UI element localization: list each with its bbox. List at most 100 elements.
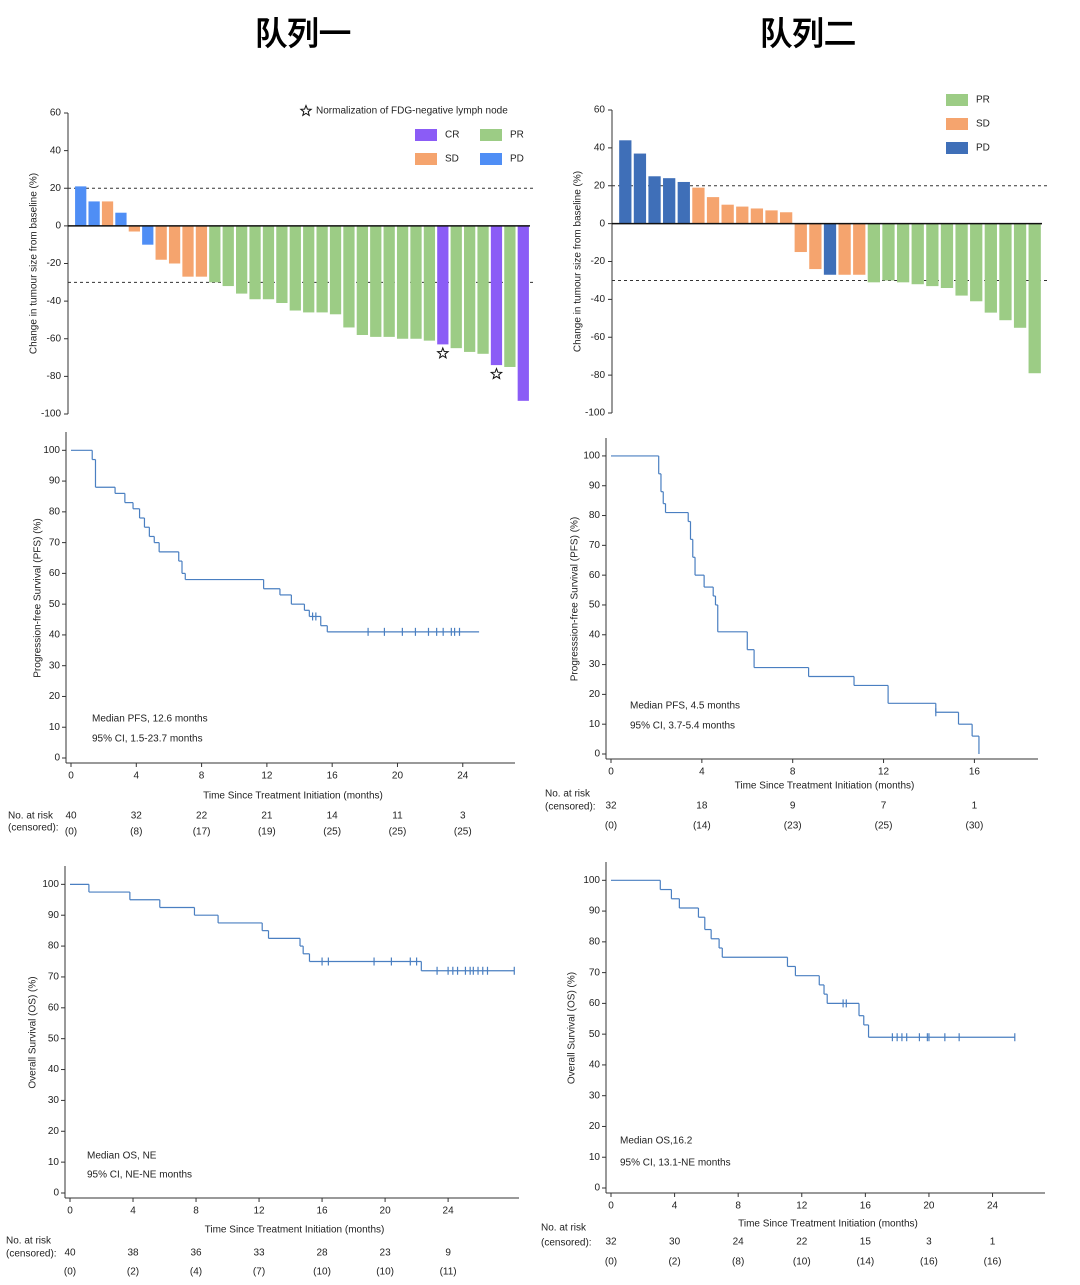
bar [736,206,749,224]
legend-label: PD [510,154,524,165]
bar [970,223,983,302]
at-risk: 7 [881,801,887,812]
bar [633,153,647,224]
bar [955,223,968,296]
at-risk: 24 [733,1237,745,1248]
y-tick-label: 20 [50,183,62,194]
at-risk: 9 [445,1248,451,1259]
y-tick-label: -100 [585,408,605,419]
y-tick-label: -40 [591,294,606,305]
bar [209,225,221,283]
y-tick-label: 60 [589,570,601,581]
star-legend-label: Normalization of FDG-negative lymph node [316,106,508,117]
annotation: 95% CI, NE-NE months [87,1170,192,1181]
x-tick-label: 0 [67,1206,73,1217]
bar [75,186,87,226]
y-tick-label: -80 [47,371,62,382]
at-risk: 3 [926,1237,932,1248]
at-risk: 1 [972,801,978,812]
at-risk: 40 [64,1248,76,1259]
x-tick-label: 4 [672,1201,678,1212]
y-tick-label: 40 [49,630,61,641]
y-tick-label: 0 [53,1188,59,1199]
bar [984,223,997,313]
censored-count: (10) [793,1257,811,1268]
y-tick-label: -80 [591,370,606,381]
censored-count: (14) [856,1257,874,1268]
censored-count: (2) [668,1257,680,1268]
y-tick-label: 60 [48,1002,60,1013]
bar [882,223,895,281]
y-tick-label: 30 [589,1090,601,1101]
at-risk: 22 [196,811,208,822]
bar [329,225,342,315]
bar [663,178,676,224]
censored-count: (25) [875,821,893,832]
bar [809,223,822,270]
x-tick-label: 20 [380,1206,392,1217]
bar [423,225,436,341]
annotation: 95% CI, 3.7-5.4 months [630,721,735,732]
at-risk: 32 [131,811,143,822]
bar [838,223,851,275]
at-risk: 32 [605,1237,617,1248]
y-tick-label: -20 [47,258,62,269]
bar [437,225,449,345]
bar [303,225,315,313]
y-tick-label: 80 [589,936,601,947]
legend-label: PR [976,95,990,106]
bar [356,225,368,335]
y-tick-label: 40 [594,143,606,154]
y-tick-label: -40 [47,296,62,307]
bar [450,225,462,349]
bar [765,210,778,224]
legend-swatch [415,153,437,165]
risk-label: No. at risk [541,1223,587,1234]
bar [182,225,194,277]
cohort-title: 队列二 [760,15,856,51]
legend-label: SD [445,154,459,165]
at-risk: 11 [392,811,403,822]
bar [504,225,516,367]
x-tick-label: 12 [253,1206,265,1217]
y-axis-label: Change in tumour size from baseline (%) [29,173,40,354]
y-tick-label: 0 [594,749,600,760]
y-tick-label: 30 [49,660,61,671]
annotation: Median OS, NE [87,1151,157,1162]
censored-count: (0) [605,1257,617,1268]
x-tick-label: 20 [392,771,404,782]
bar [289,225,301,311]
x-axis-label: Time Since Treatment Initiation (months) [205,1225,385,1236]
x-tick-label: 16 [969,767,981,778]
legend-label: CR [445,130,459,141]
y-tick-label: 0 [594,1183,600,1194]
y-axis-label: Overall Survival (OS) (%) [567,972,578,1084]
y-tick-label: 10 [589,1152,601,1163]
x-tick-label: 12 [261,771,273,782]
at-risk: 15 [860,1237,872,1248]
bar [222,225,234,287]
risk-label: (censored): [6,1249,57,1260]
x-tick-label: 4 [130,1206,136,1217]
censored-count: (0) [65,827,77,838]
x-axis-label: Time Since Treatment Initiation (months) [738,1219,918,1230]
bar [383,225,395,337]
censored-count: (0) [64,1267,76,1278]
bar [896,223,910,283]
risk-label: (censored): [545,802,596,813]
y-tick-label: 40 [589,1060,601,1071]
y-tick-label: 90 [589,480,601,491]
y-tick-label: 70 [589,540,601,551]
y-tick-label: -60 [47,333,62,344]
censored-count: (2) [127,1267,139,1278]
censored-count: (25) [323,827,341,838]
bar [677,181,690,224]
censored-count: (23) [784,821,802,832]
bar [648,176,661,224]
y-tick-label: 0 [599,218,605,229]
x-tick-label: 24 [457,771,469,782]
y-tick-label: -100 [41,409,61,420]
at-risk: 9 [790,801,796,812]
x-tick-label: 12 [878,767,890,778]
